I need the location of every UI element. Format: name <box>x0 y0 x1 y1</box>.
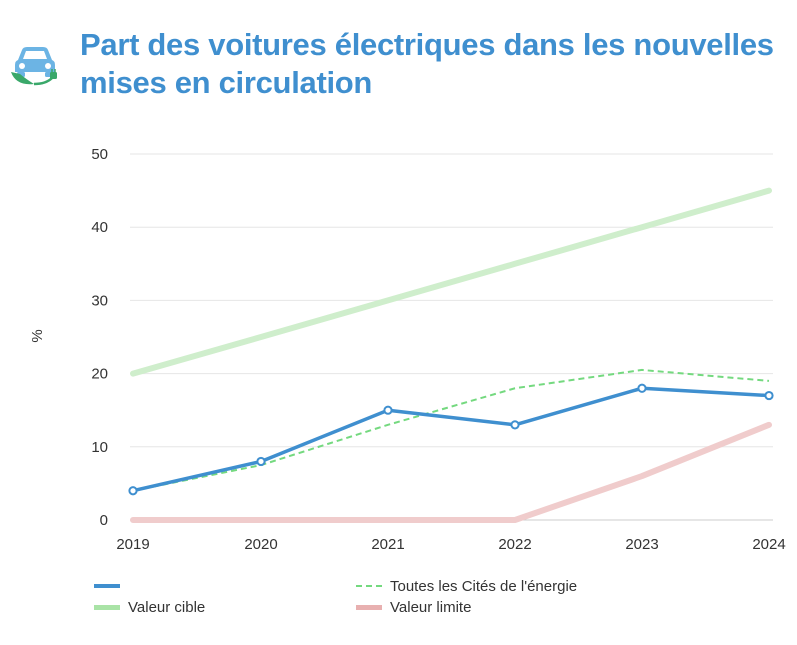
y-tick-label: 50 <box>91 146 108 163</box>
data-point <box>256 456 266 467</box>
x-tick-label: 2024 <box>752 536 785 553</box>
legend-swatch <box>94 584 120 588</box>
legend-item[interactable] <box>94 576 128 596</box>
electric-car-icon <box>11 47 57 86</box>
line-chart: 0 10 20 30 40 50 2019 2020 2021 2022 2023 2024% <box>29 146 786 553</box>
legend-swatch <box>94 604 120 610</box>
data-point <box>128 486 138 496</box>
legend-swatch <box>356 604 382 610</box>
x-tick-label: 2020 <box>244 536 277 553</box>
y-tick-label: 40 <box>91 219 108 236</box>
data-point <box>383 405 393 415</box>
legend-label: Valeur cible <box>128 598 206 616</box>
legend-item[interactable]: Valeur cible <box>94 597 205 617</box>
x-tick-label: 2019 <box>116 536 149 553</box>
series-line-valeur-limite <box>130 421 772 523</box>
x-tick-label: 2023 <box>625 536 658 553</box>
legend-swatch <box>356 585 382 587</box>
legend-item[interactable]: Toutes les Cités de l'énergie <box>356 576 577 596</box>
chart-title: Part des voitures électriques dans les n… <box>80 27 774 100</box>
y-axis-label: % <box>29 329 46 342</box>
x-tick-label: 2022 <box>498 536 531 553</box>
legend-label: Toutes les Cités de l'énergie <box>390 577 578 595</box>
x-tick-label: 2021 <box>371 536 404 553</box>
y-tick-label: 20 <box>91 366 108 383</box>
legend-item[interactable]: Valeur limite <box>356 597 471 617</box>
data-point <box>510 420 520 430</box>
data-point <box>764 390 774 401</box>
series-line-toutes-les-cites <box>132 368 770 492</box>
header: Part des voitures électriques dans les n… <box>0 0 797 120</box>
y-tick-label: 10 <box>91 439 108 456</box>
legend: Toutes les Cités de l'énergie Valeur cibl… <box>0 572 797 632</box>
y-tick-label: 0 <box>100 512 108 529</box>
data-point <box>637 383 647 393</box>
series-line-main <box>132 386 770 493</box>
legend-label: Valeur limite <box>390 598 472 616</box>
y-tick-label: 30 <box>91 292 108 309</box>
series-line-valeur-cible <box>130 187 772 377</box>
